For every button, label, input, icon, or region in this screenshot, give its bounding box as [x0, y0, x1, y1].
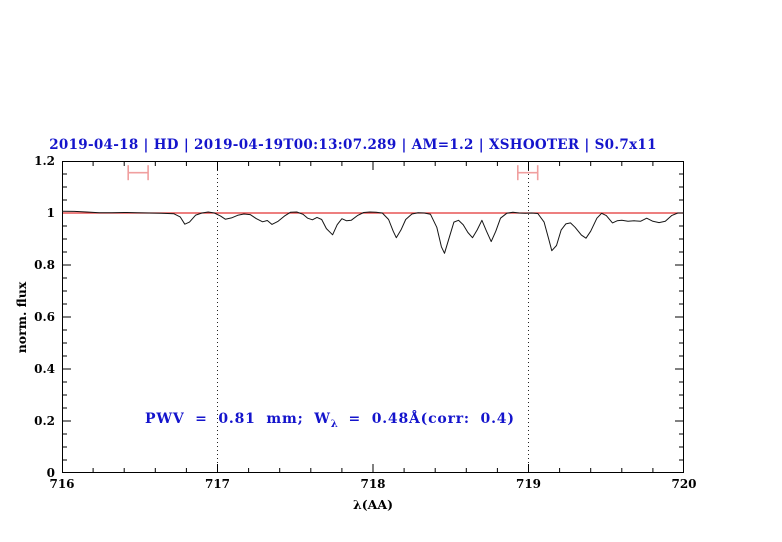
- y-tick-label: 1: [46, 205, 55, 220]
- x-tick-label: 719: [515, 477, 542, 491]
- pwv-annotation-lambda-subscript: λ: [330, 418, 338, 430]
- y-tick-label: 0.4: [34, 361, 55, 376]
- y-tick-label: 0.2: [34, 413, 55, 428]
- pwv-annotation-value: = 0.48Å(corr: 0.4): [337, 411, 515, 427]
- plot-title: 2019-04-18 | HD | 2019-04-19T00:13:07.28…: [49, 137, 657, 153]
- x-axis-label: λ(AA): [353, 497, 393, 512]
- plot-border: [62, 161, 684, 473]
- y-tick-label: 1.2: [34, 153, 55, 168]
- x-tick-label: 717: [204, 477, 231, 491]
- y-tick-label: 0.6: [34, 309, 55, 324]
- y-tick-label: 0.8: [34, 257, 55, 272]
- x-tick-label: 716: [49, 477, 75, 491]
- x-tick-label: 718: [360, 477, 386, 491]
- spectrum-plot: [61, 161, 684, 473]
- pwv-annotation: PWV = 0.81 mm; Wλ = 0.48Å(corr: 0.4): [145, 411, 515, 430]
- pwv-annotation-text: PWV = 0.81 mm; W: [145, 411, 331, 427]
- spectrum-line: [61, 210, 684, 254]
- y-tick-label: 0: [46, 465, 55, 480]
- x-tick-label: 720: [671, 477, 697, 491]
